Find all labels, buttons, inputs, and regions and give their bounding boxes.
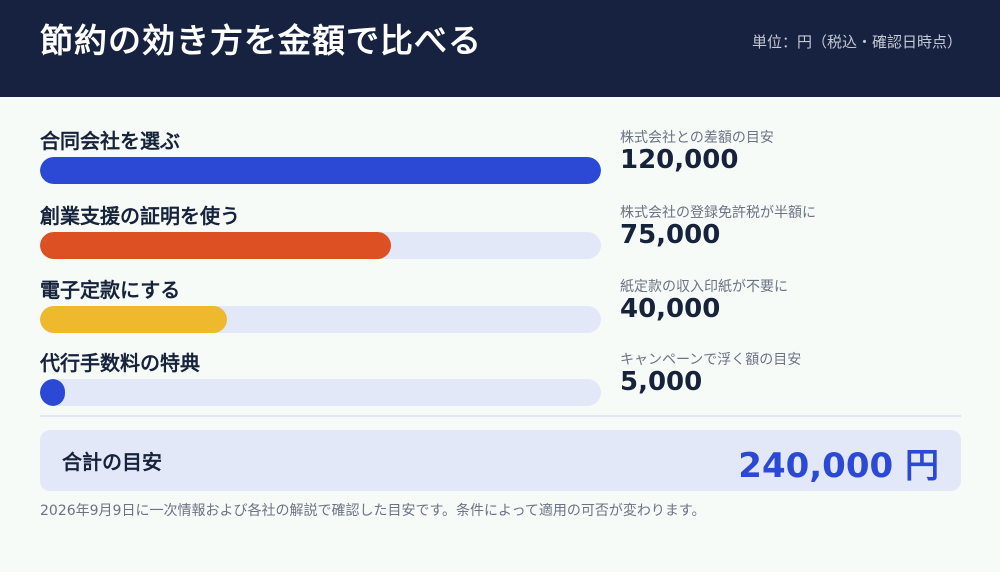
bar-track (40, 157, 601, 184)
bar-amount: 5,000 (620, 367, 703, 397)
bar-label: 電子定款にする (40, 278, 181, 302)
bar-track (40, 379, 601, 406)
bar-fill (40, 232, 391, 259)
unit-note: 単位：円（税込・確認日時点） (751, 33, 962, 51)
divider (40, 415, 961, 417)
bar-label: 代行手数料の特典 (40, 351, 200, 375)
bar-amount: 40,000 (620, 294, 721, 324)
total-value: 240,000 円 (738, 446, 939, 486)
bar-row: 電子定款にする 紙定款の収入印紙が不要に 40,000 (0, 274, 1000, 344)
bar-label: 創業支援の証明を使う (40, 204, 240, 228)
bar-row: 創業支援の証明を使う 株式会社の登録免許税が半額に 75,000 (0, 200, 1000, 270)
footnote: 2026年9月9日に一次情報および各社の解説で確認した目安です。条件によって適用… (40, 503, 706, 519)
bar-note: 紙定款の収入印紙が不要に (620, 279, 788, 295)
bar-amount: 75,000 (620, 220, 721, 250)
page-header: 節約の効き方を金額で比べる 単位：円（税込・確認日時点） (0, 0, 1000, 97)
bar-fill (40, 379, 65, 406)
bar-fill (40, 157, 601, 184)
bar-note: キャンペーンで浮く額の目安 (620, 352, 802, 368)
bar-fill (40, 306, 227, 333)
total-box: 合計の目安 240,000 円 (40, 430, 961, 491)
bar-row: 代行手数料の特典 キャンペーンで浮く額の目安 5,000 (0, 347, 1000, 417)
page-title: 節約の効き方を金額で比べる (40, 21, 482, 60)
bar-label: 合同会社を選ぶ (40, 129, 180, 153)
total-label: 合計の目安 (62, 450, 162, 474)
bar-amount: 120,000 (620, 145, 739, 175)
bar-track (40, 306, 601, 333)
bar-note: 株式会社との差額の目安 (620, 130, 774, 146)
bar-track (40, 232, 601, 259)
bar-note: 株式会社の登録免許税が半額に (620, 205, 816, 221)
bar-row: 合同会社を選ぶ 株式会社との差額の目安 120,000 (0, 125, 1000, 195)
